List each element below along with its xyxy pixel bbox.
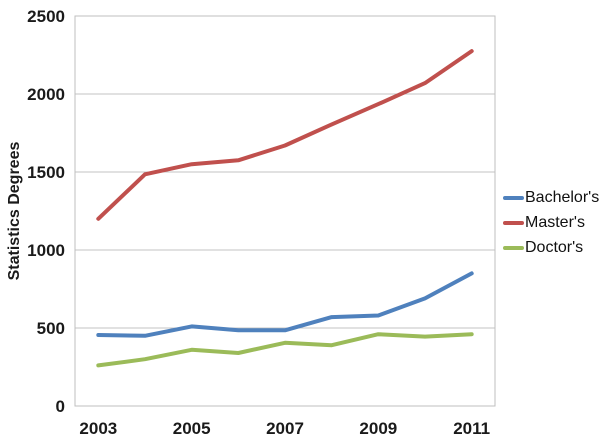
plot-border — [74, 15, 496, 407]
legend-marker-masters — [503, 220, 524, 225]
series-line-masters — [96, 49, 474, 221]
legend-item-masters: Master's — [503, 214, 599, 231]
legend-marker-bachelors — [503, 195, 524, 200]
series-line-doctors — [96, 332, 474, 368]
legend-marker-doctors — [503, 245, 524, 250]
y-tick-label: 0 — [56, 397, 65, 416]
x-tick-label: 2009 — [359, 419, 397, 438]
y-tick-label: 500 — [37, 319, 65, 338]
x-tick-label: 2003 — [79, 419, 117, 438]
x-tick-label: 2011 — [453, 419, 490, 438]
y-tick-label: 2000 — [27, 85, 65, 104]
y-tick-label: 1000 — [27, 241, 65, 260]
legend-label-masters: Master's — [525, 214, 585, 231]
y-tick-label: 2500 — [27, 7, 65, 26]
legend: Bachelor's Master's Doctor's — [503, 189, 599, 256]
legend-label-bachelors: Bachelor's — [525, 189, 600, 206]
legend-label-doctors: Doctor's — [525, 239, 584, 256]
y-tick-label: 1500 — [27, 163, 65, 182]
x-tick-label: 2005 — [173, 419, 211, 438]
series-line-bachelors — [96, 271, 474, 338]
legend-item-doctors: Doctor's — [503, 239, 599, 256]
x-tick-label: 2007 — [266, 419, 304, 438]
legend-item-bachelors: Bachelor's — [503, 189, 599, 206]
